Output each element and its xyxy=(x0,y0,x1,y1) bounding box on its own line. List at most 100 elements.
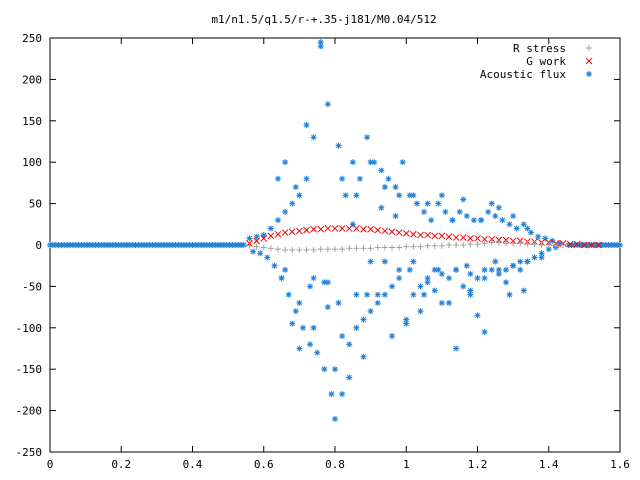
acoustic-flux-point xyxy=(438,299,445,306)
y-tick-label: -150 xyxy=(16,363,43,376)
r-stress-point xyxy=(360,245,367,252)
g-work-point xyxy=(588,241,595,249)
r-stress-point xyxy=(324,246,331,253)
acoustic-flux-point xyxy=(478,217,485,224)
y-tick-label: 200 xyxy=(22,73,42,86)
g-work-point xyxy=(445,233,453,241)
r-stress-point xyxy=(381,244,388,251)
r-stress-point xyxy=(453,242,460,248)
g-work-point xyxy=(424,231,431,239)
acoustic-flux-point xyxy=(488,266,495,273)
r-stress-point xyxy=(275,246,281,253)
acoustic-flux-point xyxy=(506,221,513,228)
g-work-point xyxy=(395,229,403,236)
acoustic-flux-point xyxy=(314,349,321,356)
acoustic-flux-point xyxy=(453,345,460,352)
g-work-point xyxy=(310,225,317,233)
acoustic-flux-point xyxy=(296,192,303,199)
acoustic-flux-point xyxy=(517,266,524,273)
acoustic-flux-point xyxy=(324,101,331,108)
acoustic-flux-point xyxy=(307,283,314,290)
acoustic-flux-point xyxy=(481,275,488,282)
legend-marker-acoustic-flux xyxy=(586,71,592,77)
acoustic-flux-point xyxy=(389,333,395,340)
acoustic-flux-point xyxy=(488,200,495,207)
r-stress-point xyxy=(310,246,317,253)
acoustic-flux-point xyxy=(381,258,388,265)
acoustic-flux-point xyxy=(503,266,509,273)
acoustic-flux-point xyxy=(421,291,428,298)
acoustic-flux-point xyxy=(282,159,289,166)
acoustic-flux-point xyxy=(332,415,338,422)
r-stress-point xyxy=(460,242,467,248)
x-tick-label: 0.6 xyxy=(254,458,274,471)
acoustic-flux-point xyxy=(524,225,531,232)
acoustic-flux-point xyxy=(317,39,324,46)
g-work-point xyxy=(288,228,296,236)
acoustic-flux-point xyxy=(349,159,356,166)
acoustic-flux-point xyxy=(467,287,474,294)
acoustic-flux-point xyxy=(307,341,314,348)
legend-label-acoustic-flux: Acoustic flux xyxy=(480,68,566,81)
acoustic-flux-point xyxy=(520,221,527,228)
r-stress-point xyxy=(353,245,360,252)
x-tick-label: 1.4 xyxy=(539,458,559,471)
acoustic-flux-point xyxy=(463,213,470,220)
r-stress-point xyxy=(403,243,410,250)
acoustic-flux-point xyxy=(282,266,289,273)
r-stress-point xyxy=(367,245,374,252)
acoustic-flux-point xyxy=(481,328,488,335)
acoustic-flux-point xyxy=(396,266,403,273)
r-stress-point xyxy=(538,242,545,248)
acoustic-flux-point xyxy=(374,299,381,306)
r-stress-point xyxy=(332,246,338,253)
g-work-point xyxy=(502,236,510,244)
y-tick-label: 100 xyxy=(22,156,42,169)
acoustic-flux-point xyxy=(346,341,353,348)
y-tick-label: 50 xyxy=(29,198,42,211)
acoustic-flux-point xyxy=(253,233,260,240)
r-stress-point xyxy=(488,239,495,246)
acoustic-flux-point xyxy=(339,175,346,182)
g-work-point xyxy=(402,230,410,237)
g-work-point xyxy=(345,225,353,232)
acoustic-flux-point xyxy=(374,291,381,298)
acoustic-flux-point xyxy=(403,320,410,327)
acoustic-flux-point xyxy=(446,299,452,306)
g-work-point xyxy=(417,231,424,239)
r-stress-point xyxy=(474,241,481,248)
r-stress-point xyxy=(467,241,474,248)
acoustic-flux-point xyxy=(467,270,474,277)
g-work-point xyxy=(388,228,396,236)
r-stress-point xyxy=(438,242,445,249)
acoustic-flux-point xyxy=(453,266,460,273)
g-work-point xyxy=(274,230,282,238)
acoustic-flux-point xyxy=(410,291,417,298)
x-tick-label: 1.2 xyxy=(468,458,488,471)
acoustic-flux-point xyxy=(463,262,470,269)
acoustic-flux-point xyxy=(392,184,399,191)
acoustic-flux-point xyxy=(257,250,264,257)
acoustic-flux-point xyxy=(356,175,363,182)
g-work-point xyxy=(573,240,581,248)
acoustic-flux-point xyxy=(446,275,452,282)
acoustic-flux-point xyxy=(303,175,310,182)
r-stress-point xyxy=(303,246,310,253)
acoustic-flux-point xyxy=(531,254,538,261)
g-work-point xyxy=(338,225,346,232)
acoustic-flux-point xyxy=(520,287,527,294)
acoustic-flux-point xyxy=(260,232,267,239)
acoustic-flux-point xyxy=(481,266,488,273)
g-work-point xyxy=(296,227,303,235)
acoustic-flux-point xyxy=(364,291,371,298)
acoustic-flux-point xyxy=(292,308,299,315)
g-work-point xyxy=(303,226,310,234)
acoustic-flux-point xyxy=(517,258,524,265)
acoustic-flux-point xyxy=(381,291,388,298)
axes: 0 0.2 0.4 0.6 0.8 1 1.2 1.4 1.6 250 200 150 100 50 0 -5… xyxy=(16,32,630,471)
g-work-point xyxy=(595,241,602,249)
acoustic-flux-point xyxy=(438,270,445,277)
acoustic-flux-point xyxy=(470,217,477,224)
y-tick-label: 250 xyxy=(22,32,42,45)
y-tick-label: 0 xyxy=(35,239,42,252)
